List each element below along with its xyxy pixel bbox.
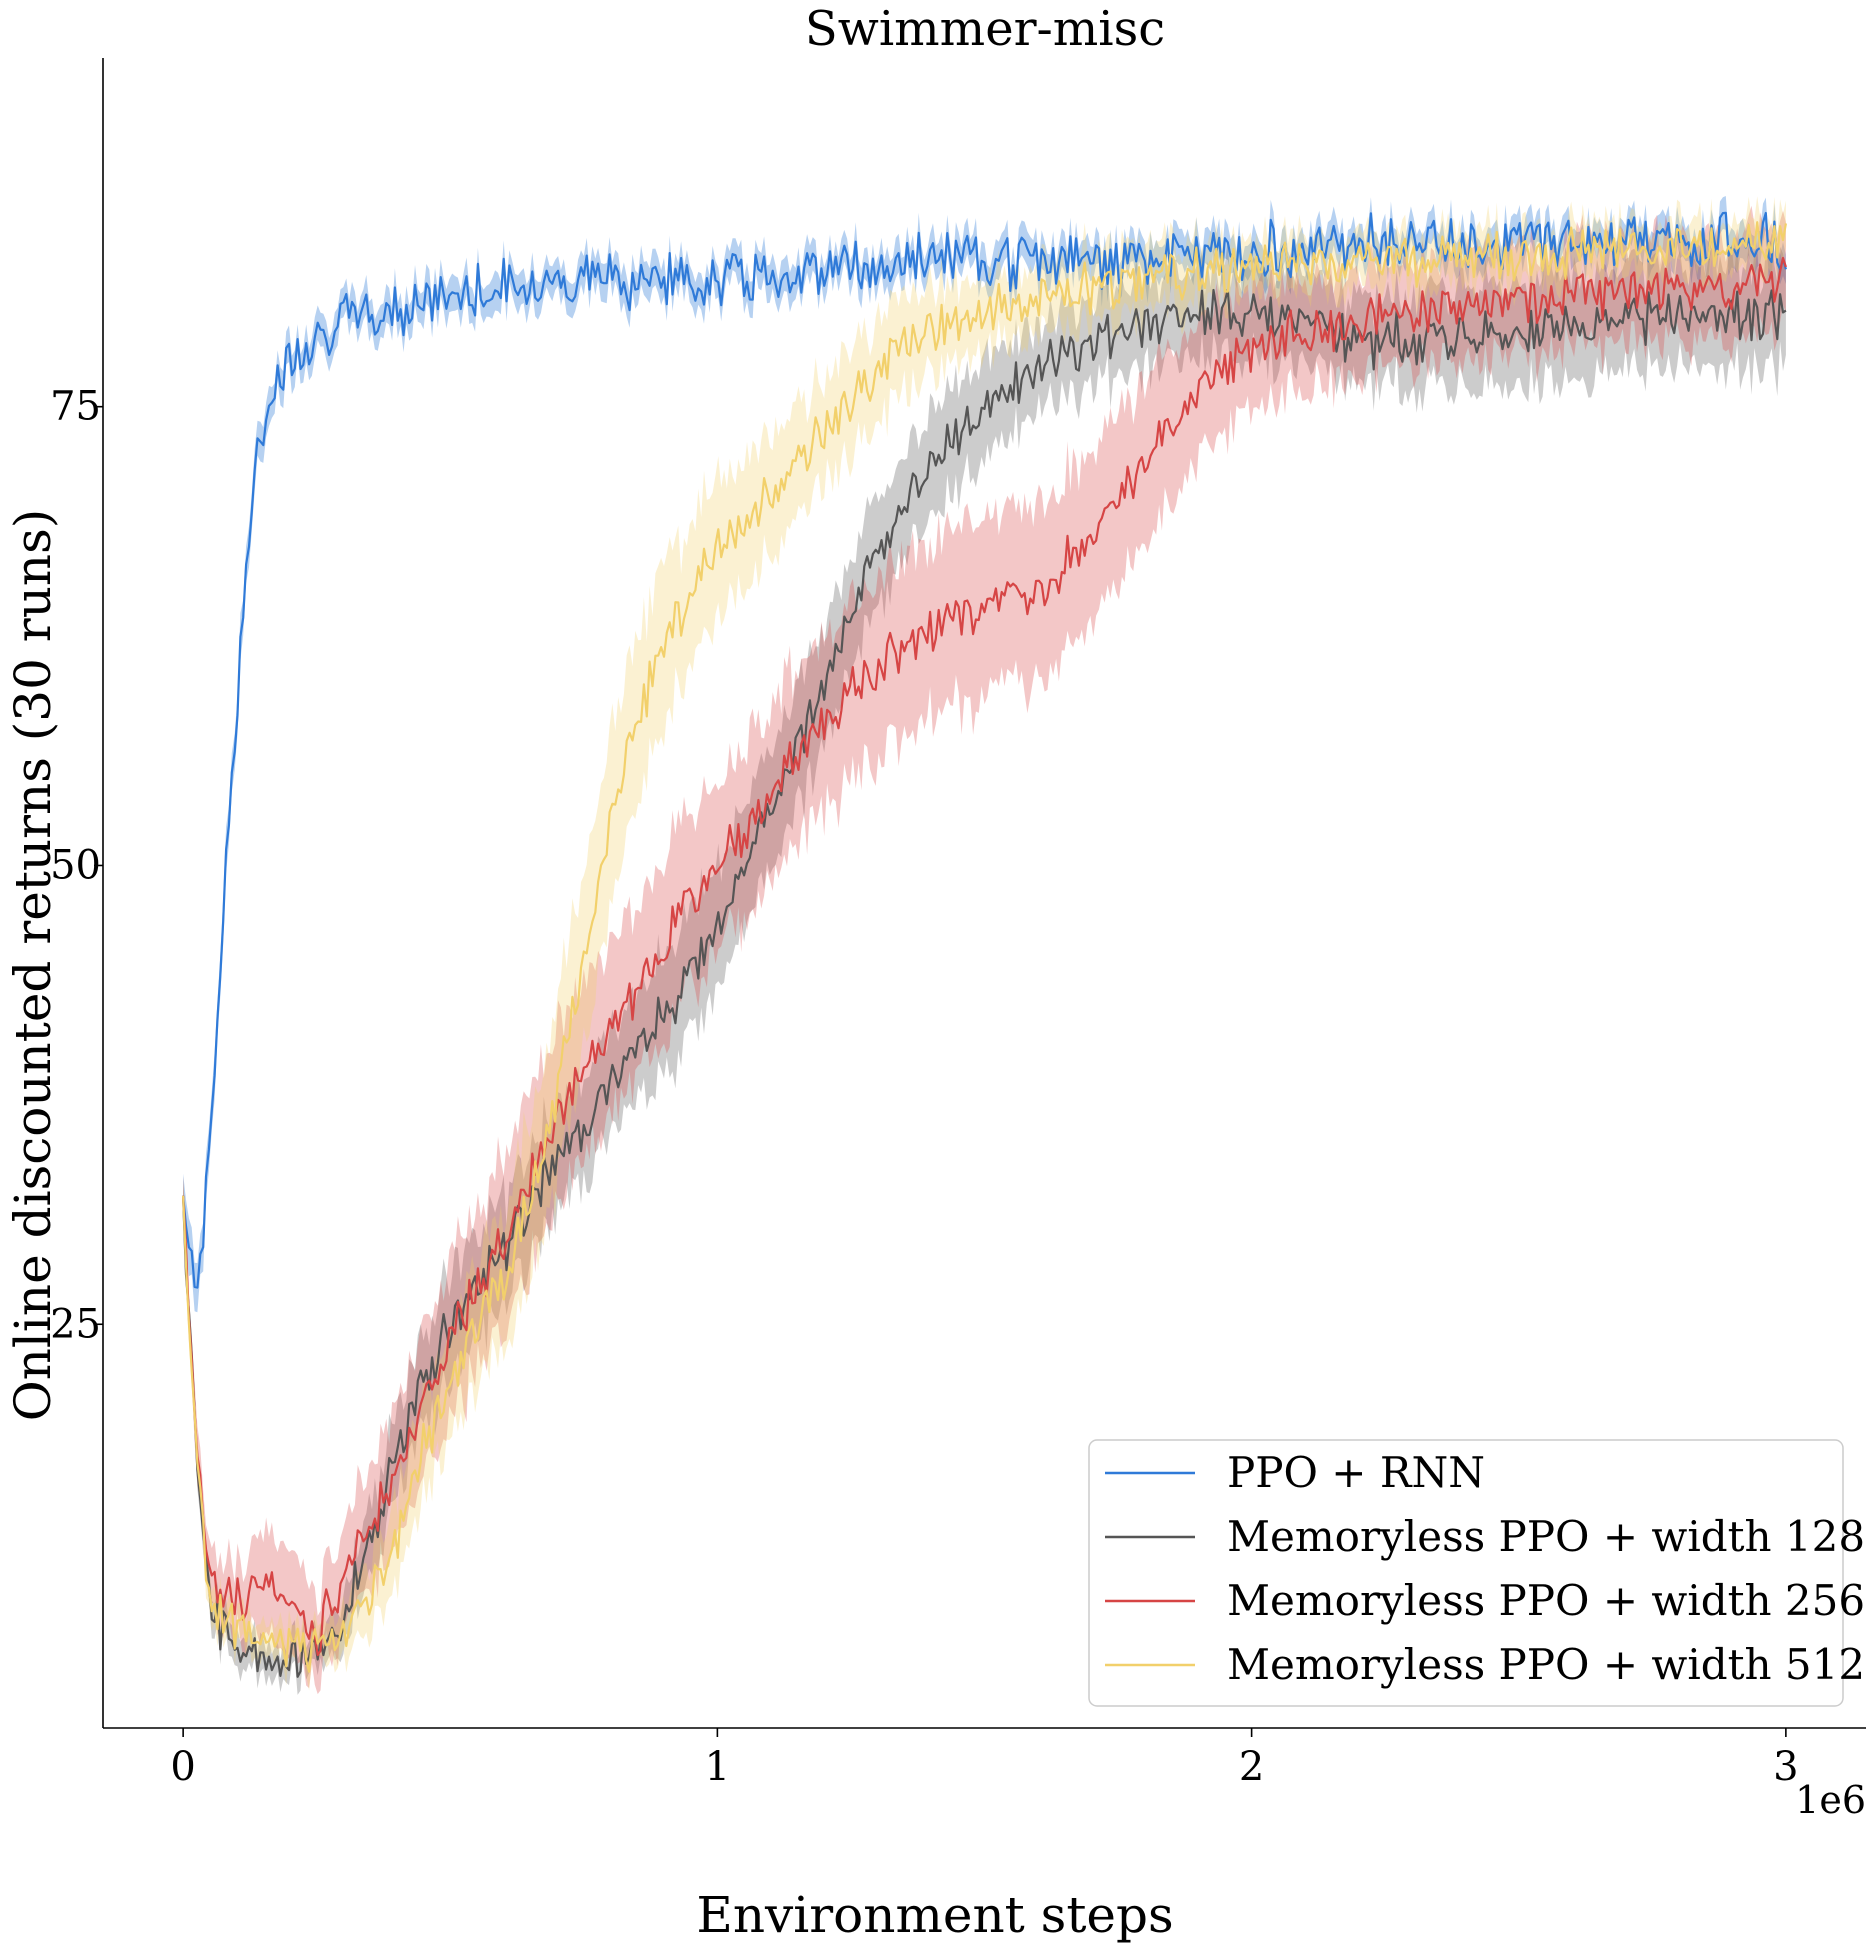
legend-label-2: Memoryless PPO + width 128: [1227, 1512, 1865, 1561]
legend: PPO + RNN Memoryless PPO + width 128 Memor…: [1088, 1439, 1865, 1707]
series-lines: [182, 211, 1787, 1678]
confidence-bands: [183, 196, 1786, 1695]
legend-label-1: PPO + RNN: [1227, 1448, 1485, 1497]
series-line-4: [182, 221, 1787, 1673]
y-tick-label: 25: [50, 1301, 101, 1347]
y-tick-label: 50: [50, 842, 101, 888]
axes: [102, 58, 1866, 1729]
y-ticks: 25 50 75: [50, 384, 103, 1347]
x-tick-label: 0: [170, 1744, 195, 1790]
y-tick-label: 75: [50, 384, 101, 430]
x-tick-label: 1: [705, 1744, 730, 1790]
x-offset-label: 1e6: [1795, 1778, 1866, 1822]
series-line-3: [182, 256, 1787, 1657]
chart-title: Swimmer-misc: [805, 1, 1165, 57]
x-axis-label: Environment steps: [696, 1886, 1173, 1944]
x-tick-label: 2: [1239, 1744, 1264, 1790]
series-band-3: [183, 205, 1786, 1695]
legend-label-4: Memoryless PPO + width 512: [1227, 1640, 1865, 1689]
x-tick-label: 3: [1773, 1744, 1798, 1790]
series-band-1: [183, 196, 1786, 1313]
x-ticks: 0 1 2 3: [170, 1728, 1799, 1790]
series-line-2: [182, 288, 1787, 1678]
series-line-1: [182, 211, 1787, 1289]
y-axis-label: Online discounted returns (30 runs): [4, 509, 62, 1422]
legend-label-3: Memoryless PPO + width 256: [1227, 1576, 1865, 1625]
legend-box: [1088, 1439, 1844, 1707]
